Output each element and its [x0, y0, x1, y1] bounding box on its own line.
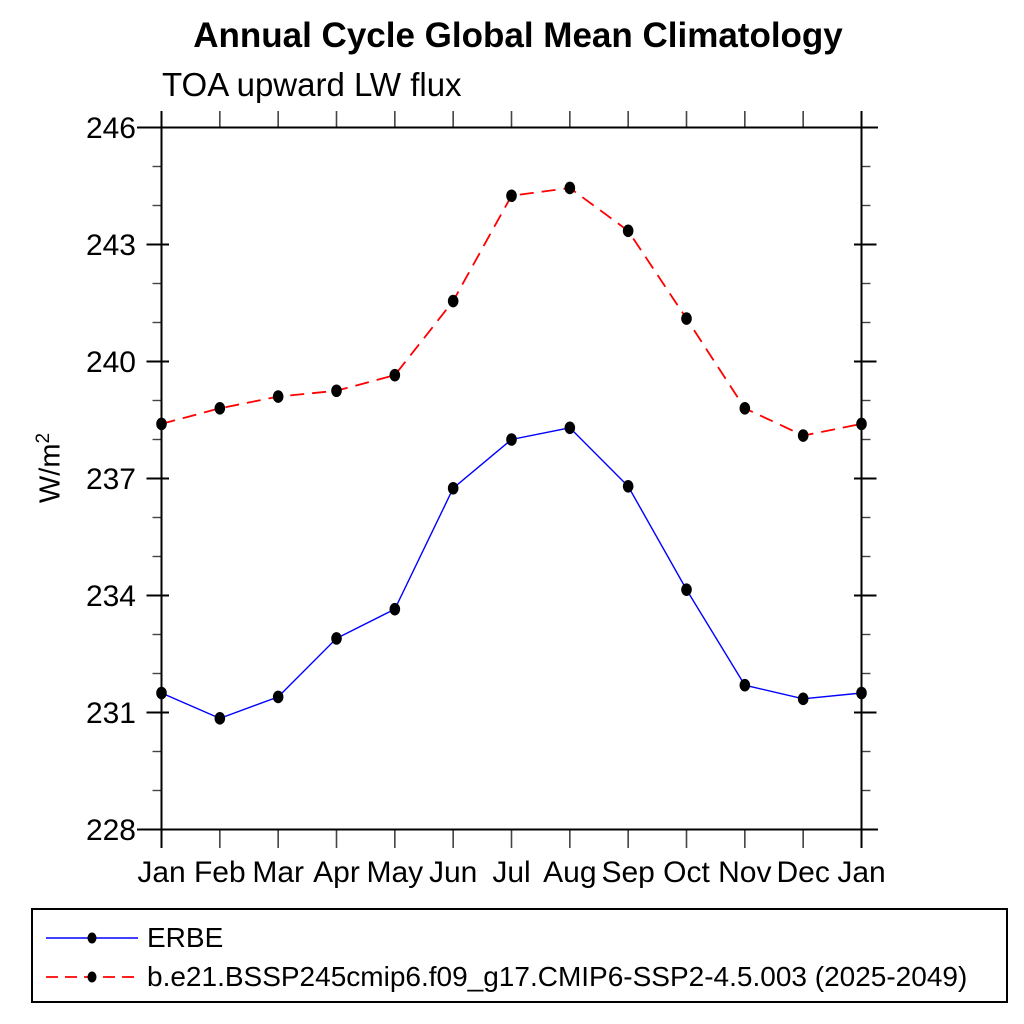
y-tick-labels: 228 231 234 237 240 243 246 — [86, 112, 136, 847]
black-dot-marker-icon — [87, 932, 97, 944]
chart-title: Annual Cycle Global Mean Climatology — [193, 16, 843, 55]
black-dot-marker-icon — [564, 421, 576, 435]
legend-sample-solid-line — [46, 932, 138, 944]
x-tick-label: Jan — [137, 856, 185, 889]
x-tick-labels: Jan Feb Mar Apr May Jun Jul Aug Sep Oct Nov Dec Jan — [137, 856, 885, 889]
black-dot-marker-icon — [856, 417, 867, 431]
black-dot-marker-icon — [214, 402, 226, 415]
black-dot-marker-icon — [272, 390, 284, 403]
black-dot-marker-icon — [506, 433, 517, 446]
erbe-line — [161, 427, 862, 720]
black-dot-marker-icon — [156, 417, 167, 431]
legend-sample-dashed-line — [46, 971, 138, 983]
legend-entry-erbe: ERBE — [44, 922, 223, 954]
black-dot-marker-icon — [622, 480, 634, 493]
x-tick-label: May — [366, 856, 423, 889]
legend-label-model: b.e21.BSSP245cmip6.f09_g17.CMIP6-SSP2-4.… — [147, 961, 968, 992]
x-tick-label: Feb — [194, 856, 246, 889]
x-tick-label: Aug — [543, 856, 596, 889]
x-tick-label: Jun — [429, 856, 477, 889]
black-dot-marker-icon — [214, 712, 226, 725]
black-dot-marker-icon — [272, 690, 284, 704]
black-dot-marker-icon — [739, 678, 751, 692]
black-dot-marker-icon — [564, 181, 576, 195]
y-axis-label-exponent: 2 — [33, 432, 54, 444]
y-tick-label: 246 — [86, 112, 136, 145]
black-dot-marker-icon — [156, 686, 167, 700]
black-dot-marker-icon — [389, 602, 401, 616]
y-axis-label-base: W/m — [34, 443, 67, 504]
black-dot-marker-icon — [447, 481, 459, 495]
y-tick-label: 237 — [86, 463, 136, 496]
x-tick-label: Jan — [837, 856, 885, 889]
model-markers — [156, 181, 867, 442]
black-dot-marker-icon — [856, 686, 867, 700]
black-dot-marker-icon — [681, 312, 692, 325]
x-tick-label: Oct — [663, 856, 710, 889]
black-dot-marker-icon — [622, 224, 634, 238]
y-tick-label: 231 — [86, 697, 136, 730]
black-dot-marker-icon — [87, 971, 97, 983]
x-tick-label: Dec — [776, 856, 829, 889]
x-tick-label: Mar — [252, 856, 304, 889]
legend-label-erbe: ERBE — [147, 922, 224, 953]
plot-frame — [137, 111, 878, 848]
erbe-markers — [156, 421, 867, 725]
black-dot-marker-icon — [681, 583, 692, 596]
black-dot-marker-icon — [797, 692, 809, 706]
axis-ticks — [146, 111, 877, 848]
y-axis-label: W/m2 — [24, 388, 67, 548]
legend-entry-model: b.e21.BSSP245cmip6.f09_g17.CMIP6-SSP2-4.… — [44, 961, 967, 993]
x-tick-label: Sep — [601, 856, 654, 889]
black-dot-marker-icon — [447, 294, 459, 308]
y-tick-label: 240 — [86, 346, 136, 379]
x-tick-label: Apr — [313, 856, 360, 889]
y-tick-label: 234 — [86, 580, 136, 613]
black-dot-marker-icon — [797, 429, 809, 442]
y-tick-label: 228 — [86, 814, 136, 847]
y-tick-label: 243 — [86, 229, 136, 262]
x-tick-label: Nov — [718, 856, 771, 889]
chart-subtitle: TOA upward LW flux — [162, 66, 462, 103]
x-tick-label: Jul — [492, 856, 530, 889]
black-dot-marker-icon — [506, 189, 517, 203]
model-line — [161, 187, 862, 437]
black-dot-marker-icon — [331, 632, 342, 645]
black-dot-marker-icon — [739, 402, 751, 415]
black-dot-marker-icon — [389, 368, 401, 382]
black-dot-marker-icon — [331, 384, 342, 398]
legend-box: ERBE b.e21.BSSP245cmip6.f09_g17.CMIP6-SS… — [31, 908, 1008, 1003]
